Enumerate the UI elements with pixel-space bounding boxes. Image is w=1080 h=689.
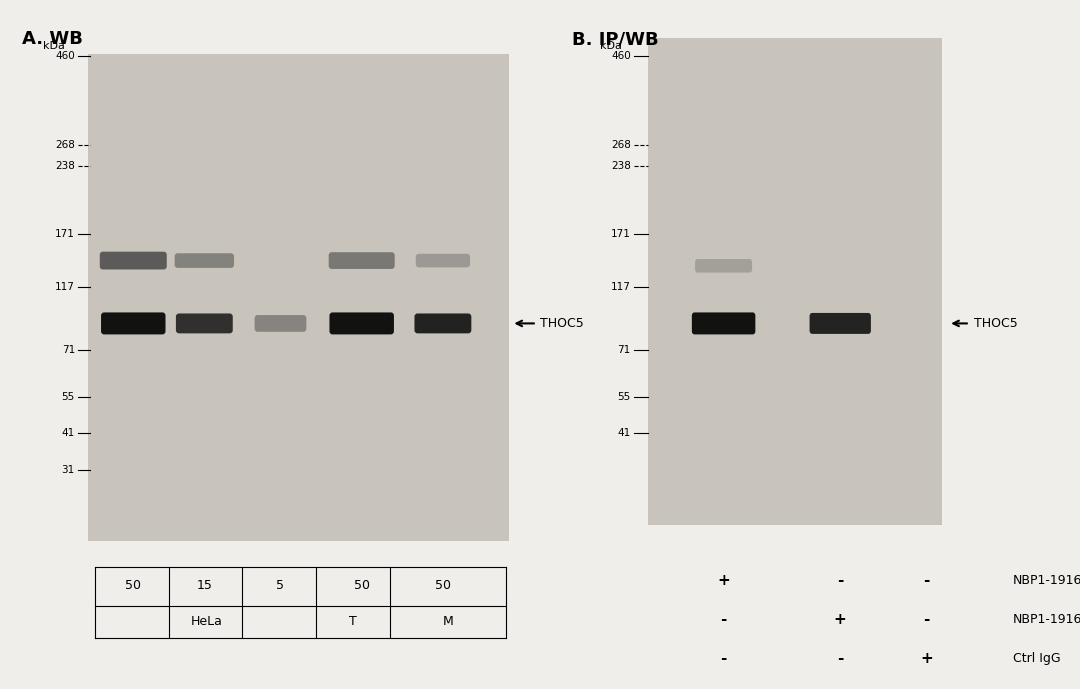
Text: 55: 55 (62, 392, 75, 402)
Text: Ctrl IgG: Ctrl IgG (1013, 652, 1061, 665)
Text: 460: 460 (55, 52, 75, 61)
Text: 55: 55 (618, 392, 631, 402)
Text: -: - (923, 573, 930, 588)
Text: +: + (834, 612, 847, 627)
Text: 50: 50 (353, 579, 369, 592)
FancyBboxPatch shape (328, 252, 394, 269)
FancyBboxPatch shape (329, 312, 394, 334)
Text: kDa: kDa (600, 41, 622, 51)
Text: 171: 171 (611, 229, 631, 239)
FancyBboxPatch shape (176, 313, 233, 333)
Text: 171: 171 (55, 229, 75, 239)
FancyBboxPatch shape (415, 313, 471, 333)
Text: 41: 41 (618, 429, 631, 438)
Text: 117: 117 (611, 282, 631, 291)
Text: 71: 71 (62, 344, 75, 355)
FancyBboxPatch shape (416, 254, 470, 267)
Text: kDa: kDa (43, 41, 65, 51)
Text: -: - (720, 651, 727, 666)
Text: 71: 71 (618, 344, 631, 355)
Text: 41: 41 (62, 429, 75, 438)
Text: +: + (717, 573, 730, 588)
Text: NBP1-19160: NBP1-19160 (1013, 573, 1080, 586)
FancyBboxPatch shape (99, 251, 166, 269)
Text: -: - (837, 651, 843, 666)
Bar (648, 38, 942, 525)
Text: -: - (923, 612, 930, 627)
Text: -: - (837, 573, 843, 588)
Text: 268: 268 (611, 141, 631, 150)
Text: -: - (720, 612, 727, 627)
Text: HeLa: HeLa (191, 615, 222, 628)
Text: THOC5: THOC5 (540, 317, 584, 330)
Text: 268: 268 (55, 141, 75, 150)
FancyBboxPatch shape (696, 259, 752, 273)
Text: 460: 460 (611, 52, 631, 61)
Text: 117: 117 (55, 282, 75, 291)
FancyBboxPatch shape (175, 254, 234, 268)
Text: 5: 5 (276, 579, 284, 592)
FancyBboxPatch shape (255, 315, 307, 332)
Text: 50: 50 (435, 579, 451, 592)
Text: 238: 238 (611, 161, 631, 172)
Text: +: + (920, 651, 933, 666)
Text: NBP1-19161: NBP1-19161 (1013, 613, 1080, 626)
Text: 50: 50 (125, 579, 141, 592)
Text: 15: 15 (197, 579, 213, 592)
FancyBboxPatch shape (810, 313, 870, 334)
Text: 31: 31 (62, 465, 75, 475)
Text: T: T (349, 615, 356, 628)
FancyBboxPatch shape (692, 312, 755, 334)
Text: THOC5: THOC5 (974, 317, 1018, 330)
FancyBboxPatch shape (102, 312, 165, 334)
Text: A. WB: A. WB (22, 30, 82, 48)
Text: B. IP/WB: B. IP/WB (572, 30, 659, 48)
Bar (87, 54, 509, 541)
Text: 238: 238 (55, 161, 75, 172)
Text: M: M (443, 615, 454, 628)
